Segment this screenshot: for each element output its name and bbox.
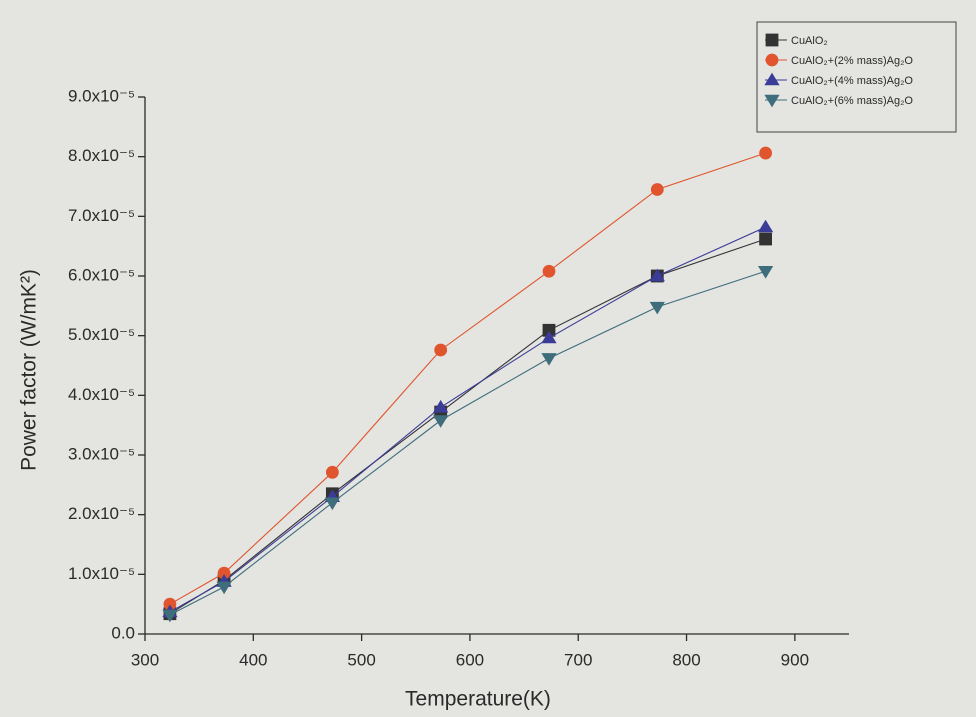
x-tick-label: 600 <box>456 650 484 669</box>
series-line <box>169 226 766 613</box>
y-tick-label: 3.0x10⁻⁵ <box>68 444 135 463</box>
legend-marker <box>765 33 779 47</box>
y-axis-title: Power factor (W/mK²) <box>18 269 41 471</box>
y-tick-label: 2.0x10⁻⁵ <box>68 504 135 523</box>
y-tick-label: 6.0x10⁻⁵ <box>68 265 135 284</box>
marker <box>759 146 773 160</box>
legend-label: CuAlO₂+(6% mass)Ag₂O <box>791 95 913 107</box>
marker <box>162 609 178 623</box>
x-axis-title: Temperature(K) <box>405 688 551 711</box>
marker <box>649 268 665 282</box>
y-tick-label: 5.0x10⁻⁵ <box>68 325 135 344</box>
marker <box>649 301 665 315</box>
marker <box>433 399 449 413</box>
marker <box>216 581 232 595</box>
marker <box>325 465 339 479</box>
marker <box>434 343 448 357</box>
legend-marker <box>764 72 780 86</box>
series-line <box>169 270 766 616</box>
x-tick-label: 700 <box>564 650 592 669</box>
legend-label: CuAlO₂ <box>791 35 828 47</box>
x-tick-label: 500 <box>347 650 375 669</box>
series-line <box>169 152 766 605</box>
x-tick-label: 900 <box>781 650 809 669</box>
marker <box>433 415 449 428</box>
marker <box>541 353 557 366</box>
marker <box>759 232 773 246</box>
legend-box <box>756 21 957 133</box>
y-tick-label: 1.0x10⁻⁵ <box>68 564 135 583</box>
legend-marker <box>765 53 779 67</box>
legend-label: CuAlO₂+(4% mass)Ag₂O <box>791 75 913 87</box>
series-line <box>169 238 766 615</box>
marker <box>542 264 556 278</box>
y-tick-label: 0.0 <box>111 623 135 642</box>
legend-marker <box>764 94 780 108</box>
marker <box>650 183 664 196</box>
marker <box>324 497 340 511</box>
y-tick-label: 7.0x10⁻⁵ <box>68 206 135 225</box>
y-tick-label: 9.0x10⁻⁵ <box>68 86 135 105</box>
x-tick-label: 300 <box>131 650 159 669</box>
y-tick-label: 4.0x10⁻⁵ <box>68 385 135 404</box>
x-tick-label: 800 <box>672 650 700 669</box>
y-tick-label: 8.0x10⁻⁵ <box>68 146 135 165</box>
marker <box>541 330 557 344</box>
x-tick-label: 400 <box>239 650 267 669</box>
legend-label: CuAlO₂+(2% mass)Ag₂O <box>791 55 913 67</box>
marker <box>757 266 774 279</box>
marker <box>757 219 774 233</box>
